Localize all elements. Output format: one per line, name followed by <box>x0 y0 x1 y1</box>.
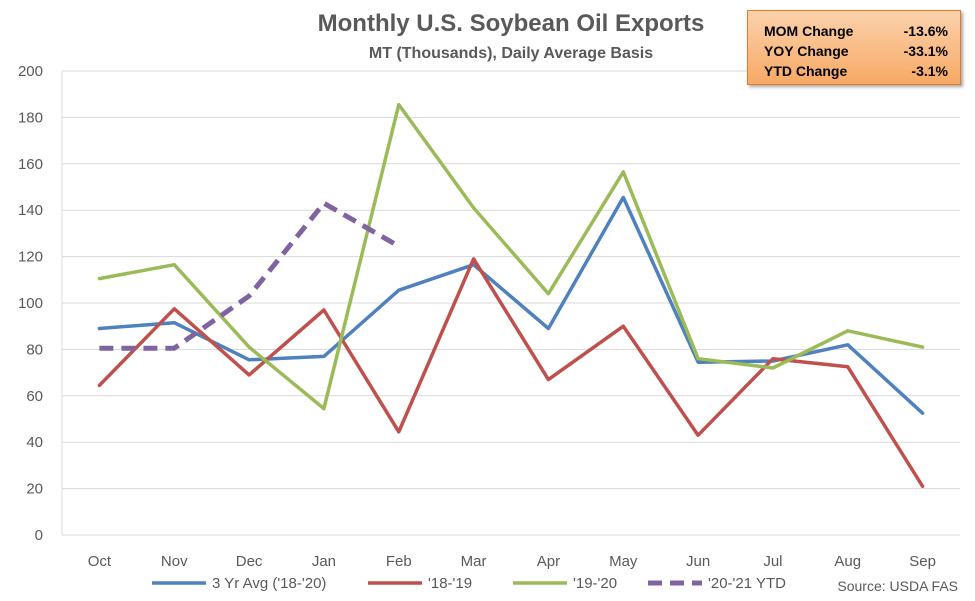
chart-subtitle: MT (Thousands), Daily Average Basis <box>369 45 653 62</box>
x-tick-label: Oct <box>88 553 112 570</box>
y-tick-label: 180 <box>18 109 43 126</box>
legend-label: '18-'19 <box>428 575 472 592</box>
x-tick-label: Jun <box>686 553 710 570</box>
y-tick-label: 140 <box>18 202 43 219</box>
y-tick-label: 200 <box>18 63 43 80</box>
y-tick-label: 100 <box>18 295 43 312</box>
stat-row-mom: MOM Change -13.6% <box>764 21 948 41</box>
x-tick-label: Jul <box>763 553 782 570</box>
x-axis-ticks: Oct Nov Dec Jan Feb Mar Apr May Jun Jul Aug Sep <box>88 553 936 570</box>
source-note: Source: USDA FAS <box>837 578 958 594</box>
y-tick-label: 20 <box>26 481 43 498</box>
x-tick-label: Aug <box>834 553 861 570</box>
series-line <box>97 102 925 411</box>
x-tick-label: Feb <box>386 553 412 570</box>
x-tick-label: Sep <box>909 553 936 570</box>
y-tick-label: 120 <box>18 249 43 266</box>
y-tick-label: 80 <box>26 341 43 358</box>
x-tick-label: Apr <box>537 553 560 570</box>
series-lines <box>97 102 925 489</box>
y-tick-label: 40 <box>26 434 43 451</box>
gridlines <box>61 70 960 536</box>
stat-row-yoy: YOY Change -33.1% <box>764 41 948 61</box>
y-tick-label: 160 <box>18 156 43 173</box>
x-tick-label: Dec <box>236 553 263 570</box>
y-tick-label: 60 <box>26 388 43 405</box>
legend: 3 Yr Avg ('18-'20) '18-'19 '19-'20 '20-'21 … <box>152 575 786 592</box>
change-stats-box: MOM Change -13.6% YOY Change -33.1% YTD … <box>747 10 961 85</box>
stat-label: YTD Change <box>764 63 848 79</box>
x-tick-label: Jan <box>312 553 336 570</box>
stat-label: YOY Change <box>764 43 849 59</box>
x-tick-label: Mar <box>461 553 487 570</box>
legend-label: 3 Yr Avg ('18-'20) <box>212 575 326 592</box>
series-line <box>99 200 401 351</box>
series-line <box>97 195 925 415</box>
x-tick-label: May <box>609 553 638 570</box>
legend-label: '19-'20 <box>573 575 617 592</box>
legend-label: '20-'21 YTD <box>708 575 786 592</box>
stat-value: -3.1% <box>911 63 948 79</box>
chart-title: Monthly U.S. Soybean Oil Exports <box>318 10 705 37</box>
series-line <box>97 257 925 489</box>
stat-value: -33.1% <box>903 43 948 59</box>
stat-row-ytd: YTD Change -3.1% <box>764 61 948 81</box>
y-axis-ticks: 0 20 40 60 80 100 120 140 160 180 200 <box>18 63 43 544</box>
y-tick-label: 0 <box>35 527 43 544</box>
stat-value: -13.6% <box>903 23 948 39</box>
x-tick-label: Nov <box>161 553 188 570</box>
stat-label: MOM Change <box>764 23 854 39</box>
